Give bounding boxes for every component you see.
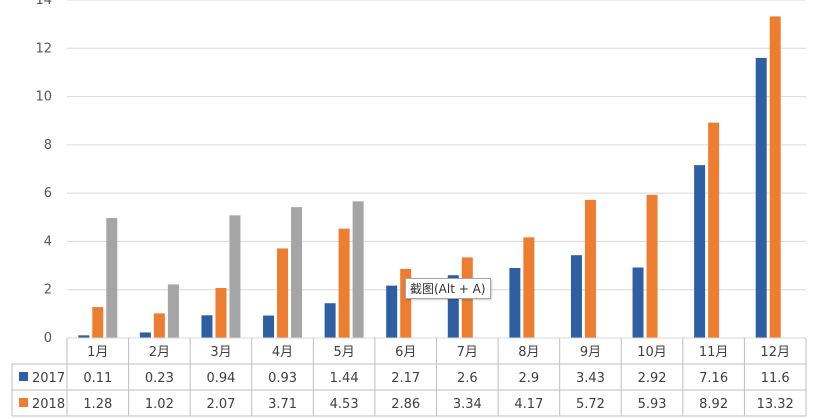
category-label: 12月 xyxy=(760,345,790,360)
bar-2018-9 xyxy=(646,194,658,338)
category-label: 2月 xyxy=(149,345,170,360)
data-label-2018: 1.28 xyxy=(83,397,112,412)
bar-series3-3 xyxy=(291,207,303,338)
data-label-2017: 7.16 xyxy=(699,371,728,386)
y-tick-label: 8 xyxy=(44,138,52,153)
category-label: 7月 xyxy=(457,345,478,360)
data-label-2018: 5.72 xyxy=(576,397,605,412)
bar-series3-1 xyxy=(167,284,179,338)
data-label-2017: 1.44 xyxy=(330,371,359,386)
bar-series3-0 xyxy=(106,218,118,338)
bar-series3-4 xyxy=(352,201,364,338)
data-label-2018: 5.93 xyxy=(638,397,667,412)
bar-2017-2 xyxy=(201,315,213,338)
legend-key-2017 xyxy=(19,372,28,381)
data-label-2017: 2.9 xyxy=(519,371,540,386)
y-tick-label: 0 xyxy=(44,331,52,346)
data-label-2017: 11.6 xyxy=(761,371,790,386)
bar-2018-11 xyxy=(769,16,781,338)
bar-2017-11 xyxy=(755,57,767,338)
category-label: 10月 xyxy=(637,345,667,360)
data-label-2018: 2.07 xyxy=(206,397,235,412)
bar-2017-0 xyxy=(78,335,90,338)
legend-label-2017: 2017 xyxy=(32,371,65,386)
bar-2018-7 xyxy=(523,237,535,338)
data-label-2018: 4.53 xyxy=(330,397,359,412)
category-label: 11月 xyxy=(699,345,729,360)
bar-2017-3 xyxy=(263,315,275,338)
bar-2018-1 xyxy=(153,313,165,338)
bar-2018-8 xyxy=(584,199,596,338)
category-label: 5月 xyxy=(333,345,354,360)
data-label-2018: 4.17 xyxy=(514,397,543,412)
bar-2017-1 xyxy=(139,332,151,338)
category-label: 6月 xyxy=(395,345,416,360)
data-label-2017: 2.6 xyxy=(457,371,478,386)
bar-2017-5 xyxy=(386,285,398,338)
bar-2018-4 xyxy=(338,228,350,338)
y-tick-label: 4 xyxy=(44,234,52,249)
data-label-2018: 3.71 xyxy=(268,397,297,412)
legend-label-2018: 2018 xyxy=(32,397,65,412)
data-label-2018: 1.02 xyxy=(145,397,174,412)
data-label-2018: 8.92 xyxy=(699,397,728,412)
legend-key-2018 xyxy=(19,398,28,407)
data-label-2018: 13.32 xyxy=(757,397,794,412)
data-label-2018: 3.34 xyxy=(453,397,482,412)
bar-series3-2 xyxy=(229,215,241,338)
bar-2018-3 xyxy=(277,248,289,338)
category-label: 8月 xyxy=(518,345,539,360)
data-label-2017: 0.93 xyxy=(268,371,297,386)
category-label: 3月 xyxy=(210,345,231,360)
bar-2018-2 xyxy=(215,288,227,338)
category-label: 4月 xyxy=(272,345,293,360)
screenshot-tooltip: 截图(Alt + A) xyxy=(405,278,491,299)
bar-2017-8 xyxy=(570,255,582,338)
bar-2018-5 xyxy=(400,268,412,338)
data-label-2017: 0.11 xyxy=(83,371,112,386)
category-label: 1月 xyxy=(87,345,108,360)
bar-2018-10 xyxy=(708,122,720,338)
data-label-2018: 2.86 xyxy=(391,397,420,412)
bar-2017-7 xyxy=(509,267,521,338)
bar-2017-9 xyxy=(632,267,644,338)
data-label-2017: 2.92 xyxy=(638,371,667,386)
y-tick-label: 10 xyxy=(35,90,52,105)
bar-2018-0 xyxy=(92,307,104,338)
data-label-2017: 2.17 xyxy=(391,371,420,386)
bar-2017-4 xyxy=(324,303,336,338)
y-tick-label: 2 xyxy=(44,283,52,298)
bar-2017-6 xyxy=(447,275,459,338)
data-label-2017: 3.43 xyxy=(576,371,605,386)
y-tick-label: 12 xyxy=(35,41,52,56)
category-label: 9月 xyxy=(580,345,601,360)
y-tick-label: 6 xyxy=(44,186,52,201)
data-label-2017: 0.23 xyxy=(145,371,174,386)
y-tick-label: 14 xyxy=(35,0,52,8)
data-label-2017: 0.94 xyxy=(206,371,235,386)
bar-2017-10 xyxy=(694,165,706,338)
